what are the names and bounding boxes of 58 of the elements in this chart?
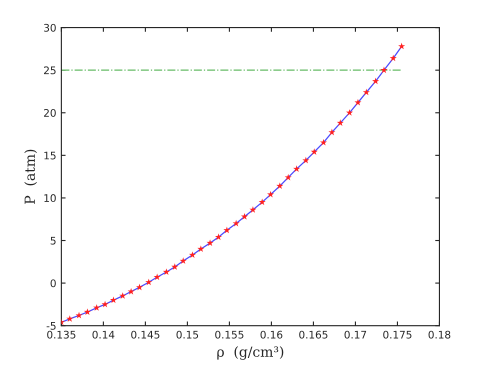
point [249, 206, 256, 213]
y-tick-label: 15 [44, 152, 56, 160]
y-tick-label: 25 [44, 66, 56, 74]
x-tick-label: 0.135 [47, 330, 76, 339]
y-tick-label: 30 [44, 24, 56, 32]
point [171, 263, 178, 270]
point [320, 138, 327, 146]
x-tick-label: 0.17 [344, 330, 366, 339]
point [258, 198, 266, 206]
point [214, 233, 222, 240]
x-tick-label: 0.15 [176, 330, 198, 339]
x-tick-label: 0.145 [131, 330, 160, 339]
point [162, 268, 170, 275]
point [180, 257, 187, 264]
point [390, 54, 397, 62]
point [362, 88, 370, 96]
point [66, 315, 74, 322]
point [84, 308, 91, 316]
x-tick-label: 0.16 [260, 330, 282, 339]
y-tick-label: 20 [44, 108, 56, 117]
point [223, 226, 230, 234]
point [276, 182, 284, 189]
point [110, 296, 117, 304]
point [188, 251, 196, 258]
y-tick-label: 5 [50, 236, 56, 245]
x-tick-label: 0.175 [383, 330, 412, 339]
point [267, 190, 274, 198]
point [154, 273, 161, 280]
point [206, 239, 214, 246]
x-tick-label: 0.14 [92, 330, 114, 339]
point [76, 312, 83, 318]
x-tick-label: 0.165 [299, 330, 328, 339]
point [310, 148, 318, 155]
point [145, 278, 152, 286]
y-tick-label: 10 [44, 194, 56, 202]
point [232, 220, 240, 226]
point [302, 156, 310, 164]
x-tick-label: 0.18 [428, 330, 450, 339]
point [241, 212, 248, 220]
point [119, 292, 126, 299]
x-axis-title: ρ (g/cm³) [217, 346, 284, 360]
point [398, 42, 406, 50]
point [93, 304, 100, 311]
x-tick-label: 0.155 [215, 330, 244, 339]
point [372, 78, 380, 84]
point [354, 98, 362, 106]
point [293, 165, 300, 172]
point [346, 109, 354, 116]
y-axis-title: P (atm) [24, 150, 37, 204]
point [380, 66, 388, 74]
y-tick-label: -5 [46, 322, 56, 330]
y-tick-label: 0 [50, 279, 56, 288]
point [128, 288, 135, 295]
point [328, 128, 336, 136]
point [197, 245, 204, 252]
point [284, 174, 292, 180]
point [136, 284, 144, 290]
point [336, 119, 344, 126]
